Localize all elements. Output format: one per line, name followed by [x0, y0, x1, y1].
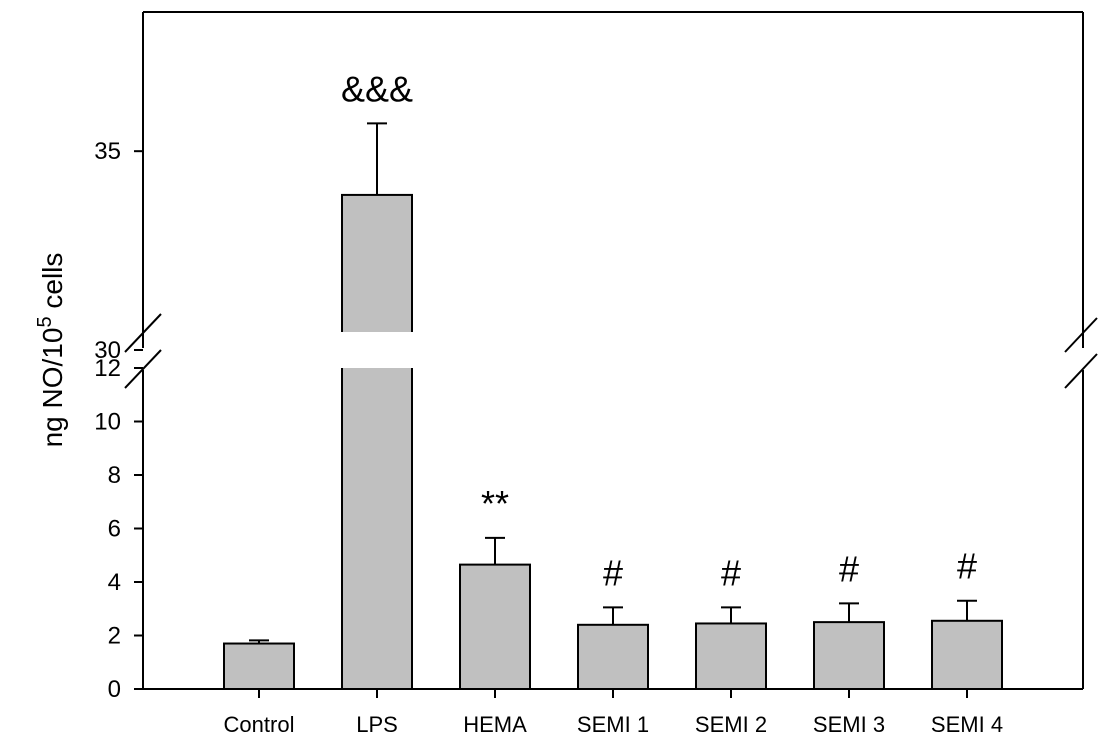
- y-tick-label: 12: [94, 355, 121, 382]
- y-tick-label: 10: [94, 409, 121, 436]
- significance-label: **: [481, 483, 509, 524]
- bar: [931, 619, 1003, 690]
- significance-label: #: [603, 552, 623, 593]
- significance-label: &&&: [341, 68, 413, 109]
- y-axis-title: ng NO/105 cells: [34, 253, 68, 448]
- bar: [813, 621, 885, 690]
- y-axis-title-superscript: 5: [34, 316, 56, 327]
- y-break-mark-lower-right: [1064, 353, 1098, 389]
- bar-break-gap: [340, 332, 414, 368]
- x-tick-label: SEMI 3: [813, 712, 885, 737]
- y-tick-label: 35: [94, 138, 121, 165]
- bar: [223, 642, 295, 691]
- significance-label: #: [721, 552, 741, 593]
- y-tick-label: 30: [94, 337, 121, 364]
- y-axis-title-main: ng NO/10: [37, 328, 68, 448]
- x-tick-label: SEMI 4: [931, 712, 1003, 737]
- y-break-mark-upper-left: [124, 313, 162, 353]
- y-axis-title-end: cells: [37, 253, 68, 317]
- x-tick-label: Control: [224, 712, 295, 737]
- bar: [695, 622, 767, 691]
- y-tick-label: 8: [108, 462, 121, 489]
- y-tick-label: 4: [108, 569, 121, 596]
- x-tick-label: LPS: [356, 712, 398, 737]
- bar: [341, 193, 413, 691]
- y-tick-label: 6: [108, 516, 121, 543]
- y-tick-label: 2: [108, 623, 121, 650]
- x-tick-label: HEMA: [463, 712, 527, 737]
- bar: [459, 563, 531, 690]
- y-tick-label: 0: [108, 676, 121, 703]
- significance-label: #: [839, 548, 859, 589]
- x-tick-label: SEMI 2: [695, 712, 767, 737]
- x-tick-label: SEMI 1: [577, 712, 649, 737]
- y-break-mark-upper-right: [1064, 317, 1098, 353]
- bar: [577, 623, 649, 690]
- significance-label: #: [957, 546, 977, 587]
